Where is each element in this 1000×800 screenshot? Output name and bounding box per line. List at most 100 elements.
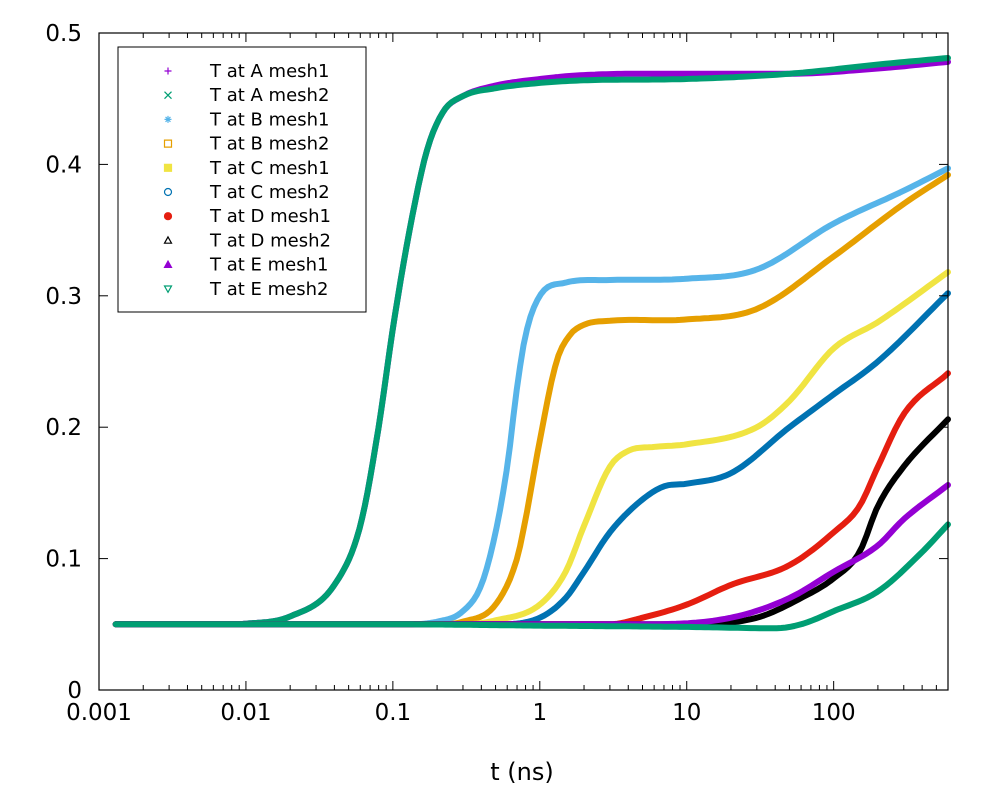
data-point	[537, 293, 542, 298]
data-point	[582, 523, 586, 528]
data-point	[857, 504, 862, 508]
data-point	[920, 550, 925, 554]
data-point	[875, 464, 880, 469]
data-point	[787, 398, 792, 403]
data-point	[582, 73, 586, 77]
data-point	[684, 317, 689, 322]
data-point	[831, 530, 836, 535]
y-tick-label: 0.2	[45, 415, 82, 441]
legend-marker	[164, 91, 172, 100]
legend-marker	[163, 187, 173, 197]
data-point	[901, 464, 906, 469]
data-point	[607, 464, 612, 469]
data-point	[857, 550, 862, 554]
data-point	[799, 596, 804, 600]
data-point	[787, 563, 792, 568]
data-point	[875, 504, 880, 508]
data-point	[582, 569, 586, 574]
legend-entry: T at E mesh1	[163, 255, 328, 276]
data-point	[754, 267, 759, 272]
data-point	[831, 576, 836, 581]
legend-entry: T at C mesh1	[163, 158, 330, 179]
legend-marker	[163, 285, 173, 294]
data-point	[640, 615, 645, 620]
data-point	[875, 320, 880, 325]
data-point	[729, 582, 733, 587]
y-tick-label: 0.3	[45, 284, 82, 310]
x-tick-label: 0.001	[66, 700, 132, 726]
data-point	[493, 530, 498, 535]
data-point	[493, 602, 498, 607]
data-point	[537, 623, 542, 628]
data-point	[582, 78, 586, 83]
data-point	[537, 438, 542, 443]
data-point	[684, 276, 689, 281]
data-point	[787, 425, 792, 430]
x-tick-label: 0.01	[220, 700, 271, 726]
legend-entry: T at D mesh1	[163, 206, 331, 227]
legend-marker	[164, 115, 172, 123]
data-point	[523, 517, 528, 522]
legend: T at A mesh1 T at A mesh2 T at B mesh1 T at…	[117, 46, 367, 313]
data-point	[113, 622, 118, 627]
data-point	[831, 254, 836, 259]
data-point	[461, 94, 465, 99]
data-point	[875, 543, 880, 548]
data-point	[901, 517, 906, 522]
data-point	[787, 71, 792, 76]
data-point	[662, 484, 666, 489]
legend-marker	[163, 139, 173, 148]
data-point	[537, 615, 542, 620]
legend-entry: T at B mesh1	[164, 109, 329, 130]
plot-area	[112, 55, 951, 632]
series-10	[112, 521, 951, 632]
legend-label: T at B mesh2	[209, 134, 329, 155]
data-point	[831, 569, 836, 574]
legend-label: T at B mesh1	[209, 109, 329, 130]
data-point	[461, 609, 465, 614]
legend-label: T at D mesh1	[209, 206, 331, 227]
data-point	[479, 582, 484, 587]
data-point	[537, 80, 542, 85]
data-point	[799, 622, 804, 627]
data-point	[831, 346, 836, 351]
legend-marker	[163, 212, 173, 221]
legend-marker	[163, 259, 173, 268]
data-point	[554, 359, 559, 364]
data-point	[901, 412, 906, 417]
data-point	[505, 464, 510, 469]
data-point	[567, 333, 572, 338]
data-point	[563, 569, 568, 574]
legend-label: T at A mesh2	[209, 85, 329, 106]
legend-box	[117, 46, 367, 313]
legend-label: T at C mesh1	[209, 158, 330, 179]
legend-entry: T at C mesh2	[163, 182, 330, 203]
legend-label: T at E mesh2	[209, 279, 328, 300]
legend-marker	[164, 67, 172, 75]
data-point	[537, 602, 542, 607]
data-point	[831, 392, 836, 397]
data-point	[831, 609, 836, 614]
data-point	[640, 497, 645, 502]
data-point	[563, 596, 568, 600]
x-tick-label: 100	[812, 700, 856, 726]
y-tick-label: 0.5	[45, 21, 82, 47]
y-tick-label: 0	[67, 678, 82, 704]
data-point	[754, 425, 759, 430]
data-point	[607, 318, 612, 323]
data-point	[332, 582, 337, 587]
legend-entry: T at A mesh1	[164, 61, 329, 82]
plot-frame	[98, 32, 949, 691]
legend-label: T at A mesh1	[209, 61, 329, 82]
data-point	[607, 278, 612, 282]
legend-entry: T at B mesh2	[163, 134, 329, 155]
data-point	[493, 86, 498, 91]
data-point	[376, 425, 381, 430]
data-point	[684, 77, 689, 81]
data-point	[390, 326, 395, 331]
data-point	[441, 109, 446, 114]
data-point	[684, 71, 689, 76]
data-point	[358, 523, 363, 528]
data-point	[875, 62, 880, 67]
